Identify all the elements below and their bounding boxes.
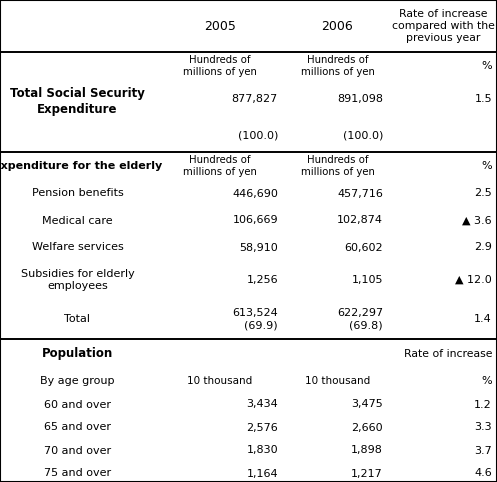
Text: 622,297
(69.8): 622,297 (69.8) xyxy=(337,308,383,330)
Text: %: % xyxy=(482,61,492,71)
Text: 1.4: 1.4 xyxy=(474,314,492,324)
Text: 891,098: 891,098 xyxy=(337,94,383,104)
Text: 4.6: 4.6 xyxy=(474,469,492,479)
Text: 10 thousand: 10 thousand xyxy=(305,376,370,386)
Text: 3.3: 3.3 xyxy=(474,423,492,432)
Text: Rate of increase: Rate of increase xyxy=(404,349,492,359)
Text: 3.7: 3.7 xyxy=(474,445,492,455)
Text: 446,690: 446,690 xyxy=(232,188,278,199)
Text: Hundreds of
millions of yen: Hundreds of millions of yen xyxy=(183,55,257,77)
Text: 2005: 2005 xyxy=(204,19,236,32)
Text: 613,524
(69.9): 613,524 (69.9) xyxy=(232,308,278,330)
Text: By age group: By age group xyxy=(40,376,115,386)
Text: 3,475: 3,475 xyxy=(351,400,383,410)
Bar xyxy=(0,152,497,339)
Bar xyxy=(390,52,497,152)
Bar xyxy=(390,0,497,52)
Text: ▲ 3.6: ▲ 3.6 xyxy=(462,215,492,226)
Text: 1,898: 1,898 xyxy=(351,445,383,455)
Text: Hundreds of
millions of yen: Hundreds of millions of yen xyxy=(301,155,374,177)
Bar xyxy=(285,52,390,152)
Bar xyxy=(0,52,155,152)
Text: Hundreds of
millions of yen: Hundreds of millions of yen xyxy=(301,55,374,77)
Text: 70 and over: 70 and over xyxy=(44,445,111,455)
Bar xyxy=(285,0,390,52)
Text: 2,576: 2,576 xyxy=(246,423,278,432)
Bar xyxy=(0,0,497,52)
Text: 10 thousand: 10 thousand xyxy=(187,376,252,386)
Text: Total: Total xyxy=(65,314,90,324)
Text: Expenditure for the elderly: Expenditure for the elderly xyxy=(0,161,162,171)
Text: 2,660: 2,660 xyxy=(351,423,383,432)
Text: 1.5: 1.5 xyxy=(474,94,492,104)
Text: ▲ 12.0: ▲ 12.0 xyxy=(455,275,492,285)
Text: 457,716: 457,716 xyxy=(337,188,383,199)
Text: 1,256: 1,256 xyxy=(247,275,278,285)
Text: Welfare services: Welfare services xyxy=(32,242,123,253)
Text: 102,874: 102,874 xyxy=(337,215,383,226)
Bar xyxy=(0,339,497,482)
Bar xyxy=(0,339,497,482)
Text: 2006: 2006 xyxy=(322,19,353,32)
Text: Medical care: Medical care xyxy=(42,215,113,226)
Text: %: % xyxy=(482,376,492,386)
Text: (100.0): (100.0) xyxy=(342,130,383,140)
Text: Total Social Security
Expenditure: Total Social Security Expenditure xyxy=(10,88,145,117)
Bar xyxy=(0,0,155,52)
Text: 75 and over: 75 and over xyxy=(44,469,111,479)
Text: Hundreds of
millions of yen: Hundreds of millions of yen xyxy=(183,155,257,177)
Text: (100.0): (100.0) xyxy=(238,130,278,140)
Bar xyxy=(0,52,497,152)
Text: 1,217: 1,217 xyxy=(351,469,383,479)
Text: 60,602: 60,602 xyxy=(344,242,383,253)
Bar xyxy=(0,152,497,339)
Text: 1,830: 1,830 xyxy=(247,445,278,455)
Text: %: % xyxy=(482,161,492,171)
Text: 2.9: 2.9 xyxy=(474,242,492,253)
Text: 1,105: 1,105 xyxy=(351,275,383,285)
Bar xyxy=(155,0,285,52)
Text: 106,669: 106,669 xyxy=(233,215,278,226)
Text: Pension benefits: Pension benefits xyxy=(32,188,123,199)
Text: 1,164: 1,164 xyxy=(247,469,278,479)
Text: Population: Population xyxy=(42,348,113,361)
Text: Rate of increase
compared with the
previous year: Rate of increase compared with the previ… xyxy=(392,9,495,43)
Text: 3,434: 3,434 xyxy=(246,400,278,410)
Text: 2.5: 2.5 xyxy=(474,188,492,199)
Text: 58,910: 58,910 xyxy=(239,242,278,253)
Bar xyxy=(155,52,285,152)
Text: 65 and over: 65 and over xyxy=(44,423,111,432)
Text: 60 and over: 60 and over xyxy=(44,400,111,410)
Text: 1.2: 1.2 xyxy=(474,400,492,410)
Text: 877,827: 877,827 xyxy=(232,94,278,104)
Text: Subsidies for elderly
employees: Subsidies for elderly employees xyxy=(20,269,134,291)
